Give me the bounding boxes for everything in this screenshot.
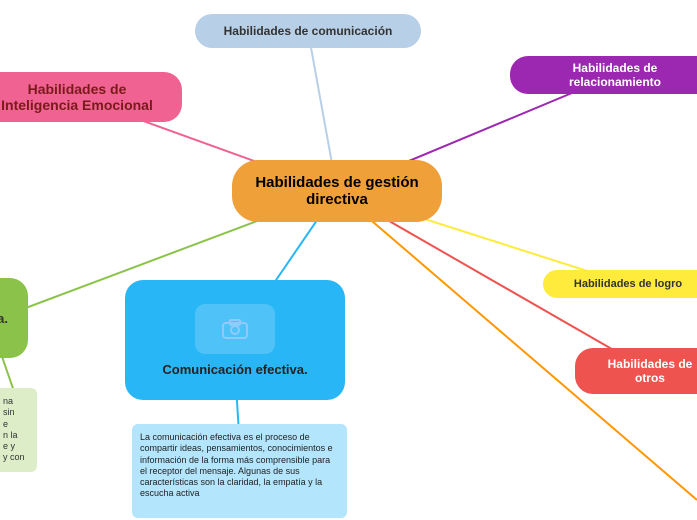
- node-otros[interactable]: Habilidades de otros: [575, 348, 697, 394]
- node-label: Habilidades de comunicación: [224, 24, 393, 38]
- node-center[interactable]: Habilidades de gestión directiva: [232, 160, 442, 222]
- description-green_desc: na sin e n la e y y con: [0, 388, 37, 472]
- mindmap-canvas: Habilidades de gestión directiva Habilida…: [0, 0, 697, 520]
- node-label: va.: [0, 311, 8, 326]
- node-label: Habilidades de gestión directiva: [248, 174, 426, 208]
- camera-icon: [195, 304, 275, 354]
- description-blue_desc: La comunicación efectiva es el proceso d…: [132, 424, 347, 518]
- node-relacionamiento[interactable]: Habilidades de relacionamiento: [510, 56, 697, 94]
- node-label: Habilidades de logro: [574, 278, 682, 290]
- node-comunicacion_top[interactable]: Habilidades de comunicación: [195, 14, 421, 48]
- node-label: Comunicación efectiva.: [162, 362, 307, 377]
- node-label: Habilidades de Inteligencia Emocional: [1, 81, 153, 113]
- node-label: Habilidades de otros: [608, 357, 693, 385]
- node-logro[interactable]: Habilidades de logro: [543, 270, 697, 298]
- node-green_left[interactable]: va.: [0, 278, 28, 358]
- node-emocional[interactable]: Habilidades de Inteligencia Emocional: [0, 72, 182, 122]
- node-comunicacion_efectiva[interactable]: Comunicación efectiva.: [125, 280, 345, 400]
- node-label: Habilidades de relacionamiento: [526, 61, 697, 89]
